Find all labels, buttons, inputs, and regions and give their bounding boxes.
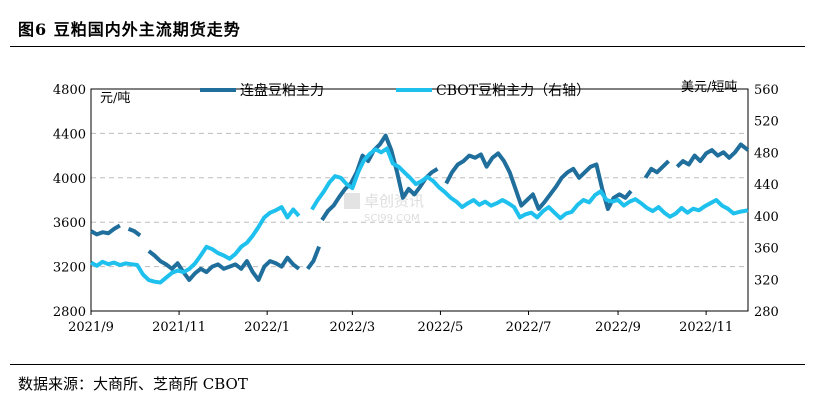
right-tick-label: 400 <box>754 210 779 225</box>
x-tick-label: 2022/3 <box>329 320 375 335</box>
right-tick-label: 560 <box>754 83 779 98</box>
chart-series <box>90 133 750 285</box>
x-tick-label: 2021/11 <box>152 320 206 335</box>
series-line-cbot-soymeal <box>90 146 749 285</box>
figure-footer: 数据来源：大商所、芝商所 CBOT <box>10 364 805 401</box>
watermark: 卓创资讯 SCI99.COM <box>344 192 424 224</box>
series-line-dce-soymeal <box>90 133 750 282</box>
x-tick-label: 2022/1 <box>244 320 290 335</box>
right-tick-label: 520 <box>754 115 779 130</box>
x-tick-label: 2022/11 <box>679 320 733 335</box>
left-tick-label: 3200 <box>53 261 86 276</box>
figure-header: 图6 豆粕国内外主流期货走势 <box>10 6 805 47</box>
x-tick-label: 2022/7 <box>506 320 552 335</box>
left-tick-label: 4000 <box>53 172 86 187</box>
left-tick-label: 3600 <box>53 216 86 231</box>
chart-title: 图6 豆粕国内外主流期货走势 <box>18 20 241 39</box>
right-axis-unit: 美元/短吨 <box>681 80 737 95</box>
left-tick-label: 4800 <box>53 83 86 98</box>
x-tick-label: 2021/9 <box>68 320 114 335</box>
watermark-logo-icon <box>344 193 360 209</box>
right-tick-label: 280 <box>754 305 779 320</box>
watermark-subtext: SCI99.COM <box>364 213 420 224</box>
right-tick-label: 480 <box>754 146 779 161</box>
chart-legend: 连盘豆粕主力 CBOT豆粕主力（右轴） <box>200 82 590 99</box>
data-source: 数据来源：大商所、芝商所 CBOT <box>18 375 248 393</box>
legend-label: 连盘豆粕主力 <box>240 82 324 99</box>
right-tick-label: 360 <box>754 242 779 257</box>
x-tick-label: 2022/9 <box>595 320 641 335</box>
watermark-text: 卓创资讯 <box>364 192 424 210</box>
right-tick-label: 440 <box>754 178 779 193</box>
right-tick-label: 320 <box>754 273 779 288</box>
chart-grid <box>91 132 748 268</box>
left-axis-unit: 元/吨 <box>100 91 130 106</box>
x-tick-label: 2022/5 <box>418 320 464 335</box>
left-tick-label: 2800 <box>53 305 86 320</box>
left-tick-label: 4400 <box>53 127 86 142</box>
legend-label: CBOT豆粕主力（右轴） <box>436 83 590 99</box>
chart-tick-labels: 2800 3200 3600 4000 4400 4800 280 320 360 400 440 4… <box>53 83 779 335</box>
